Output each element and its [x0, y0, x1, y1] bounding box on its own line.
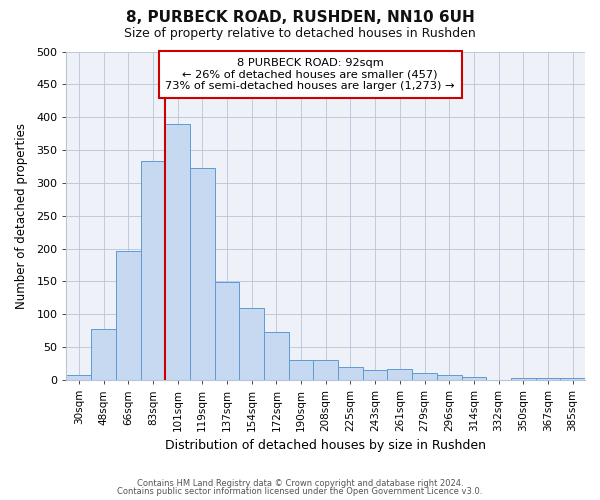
Bar: [412, 374, 437, 380]
Bar: [140, 161, 165, 380]
Bar: [116, 250, 140, 380]
Bar: [313, 360, 338, 380]
Text: 8 PURBECK ROAD: 92sqm
← 26% of detached houses are smaller (457)
73% of semi-det: 8 PURBECK ROAD: 92sqm ← 26% of detached …: [166, 58, 455, 92]
Text: Contains HM Land Registry data © Crown copyright and database right 2024.: Contains HM Land Registry data © Crown c…: [137, 478, 463, 488]
Text: Size of property relative to detached houses in Rushden: Size of property relative to detached ho…: [124, 28, 476, 40]
Bar: [536, 378, 560, 380]
Bar: [461, 376, 486, 380]
Bar: [165, 124, 190, 380]
Bar: [239, 308, 264, 380]
X-axis label: Distribution of detached houses by size in Rushden: Distribution of detached houses by size …: [165, 440, 486, 452]
Bar: [91, 329, 116, 380]
Bar: [338, 367, 363, 380]
Y-axis label: Number of detached properties: Number of detached properties: [15, 123, 28, 309]
Bar: [511, 378, 536, 380]
Bar: [437, 375, 461, 380]
Text: Contains public sector information licensed under the Open Government Licence v3: Contains public sector information licen…: [118, 487, 482, 496]
Bar: [560, 378, 585, 380]
Bar: [363, 370, 388, 380]
Bar: [289, 360, 313, 380]
Text: 8, PURBECK ROAD, RUSHDEN, NN10 6UH: 8, PURBECK ROAD, RUSHDEN, NN10 6UH: [125, 10, 475, 25]
Bar: [67, 375, 91, 380]
Bar: [388, 369, 412, 380]
Bar: [264, 332, 289, 380]
Bar: [215, 282, 239, 380]
Bar: [190, 168, 215, 380]
